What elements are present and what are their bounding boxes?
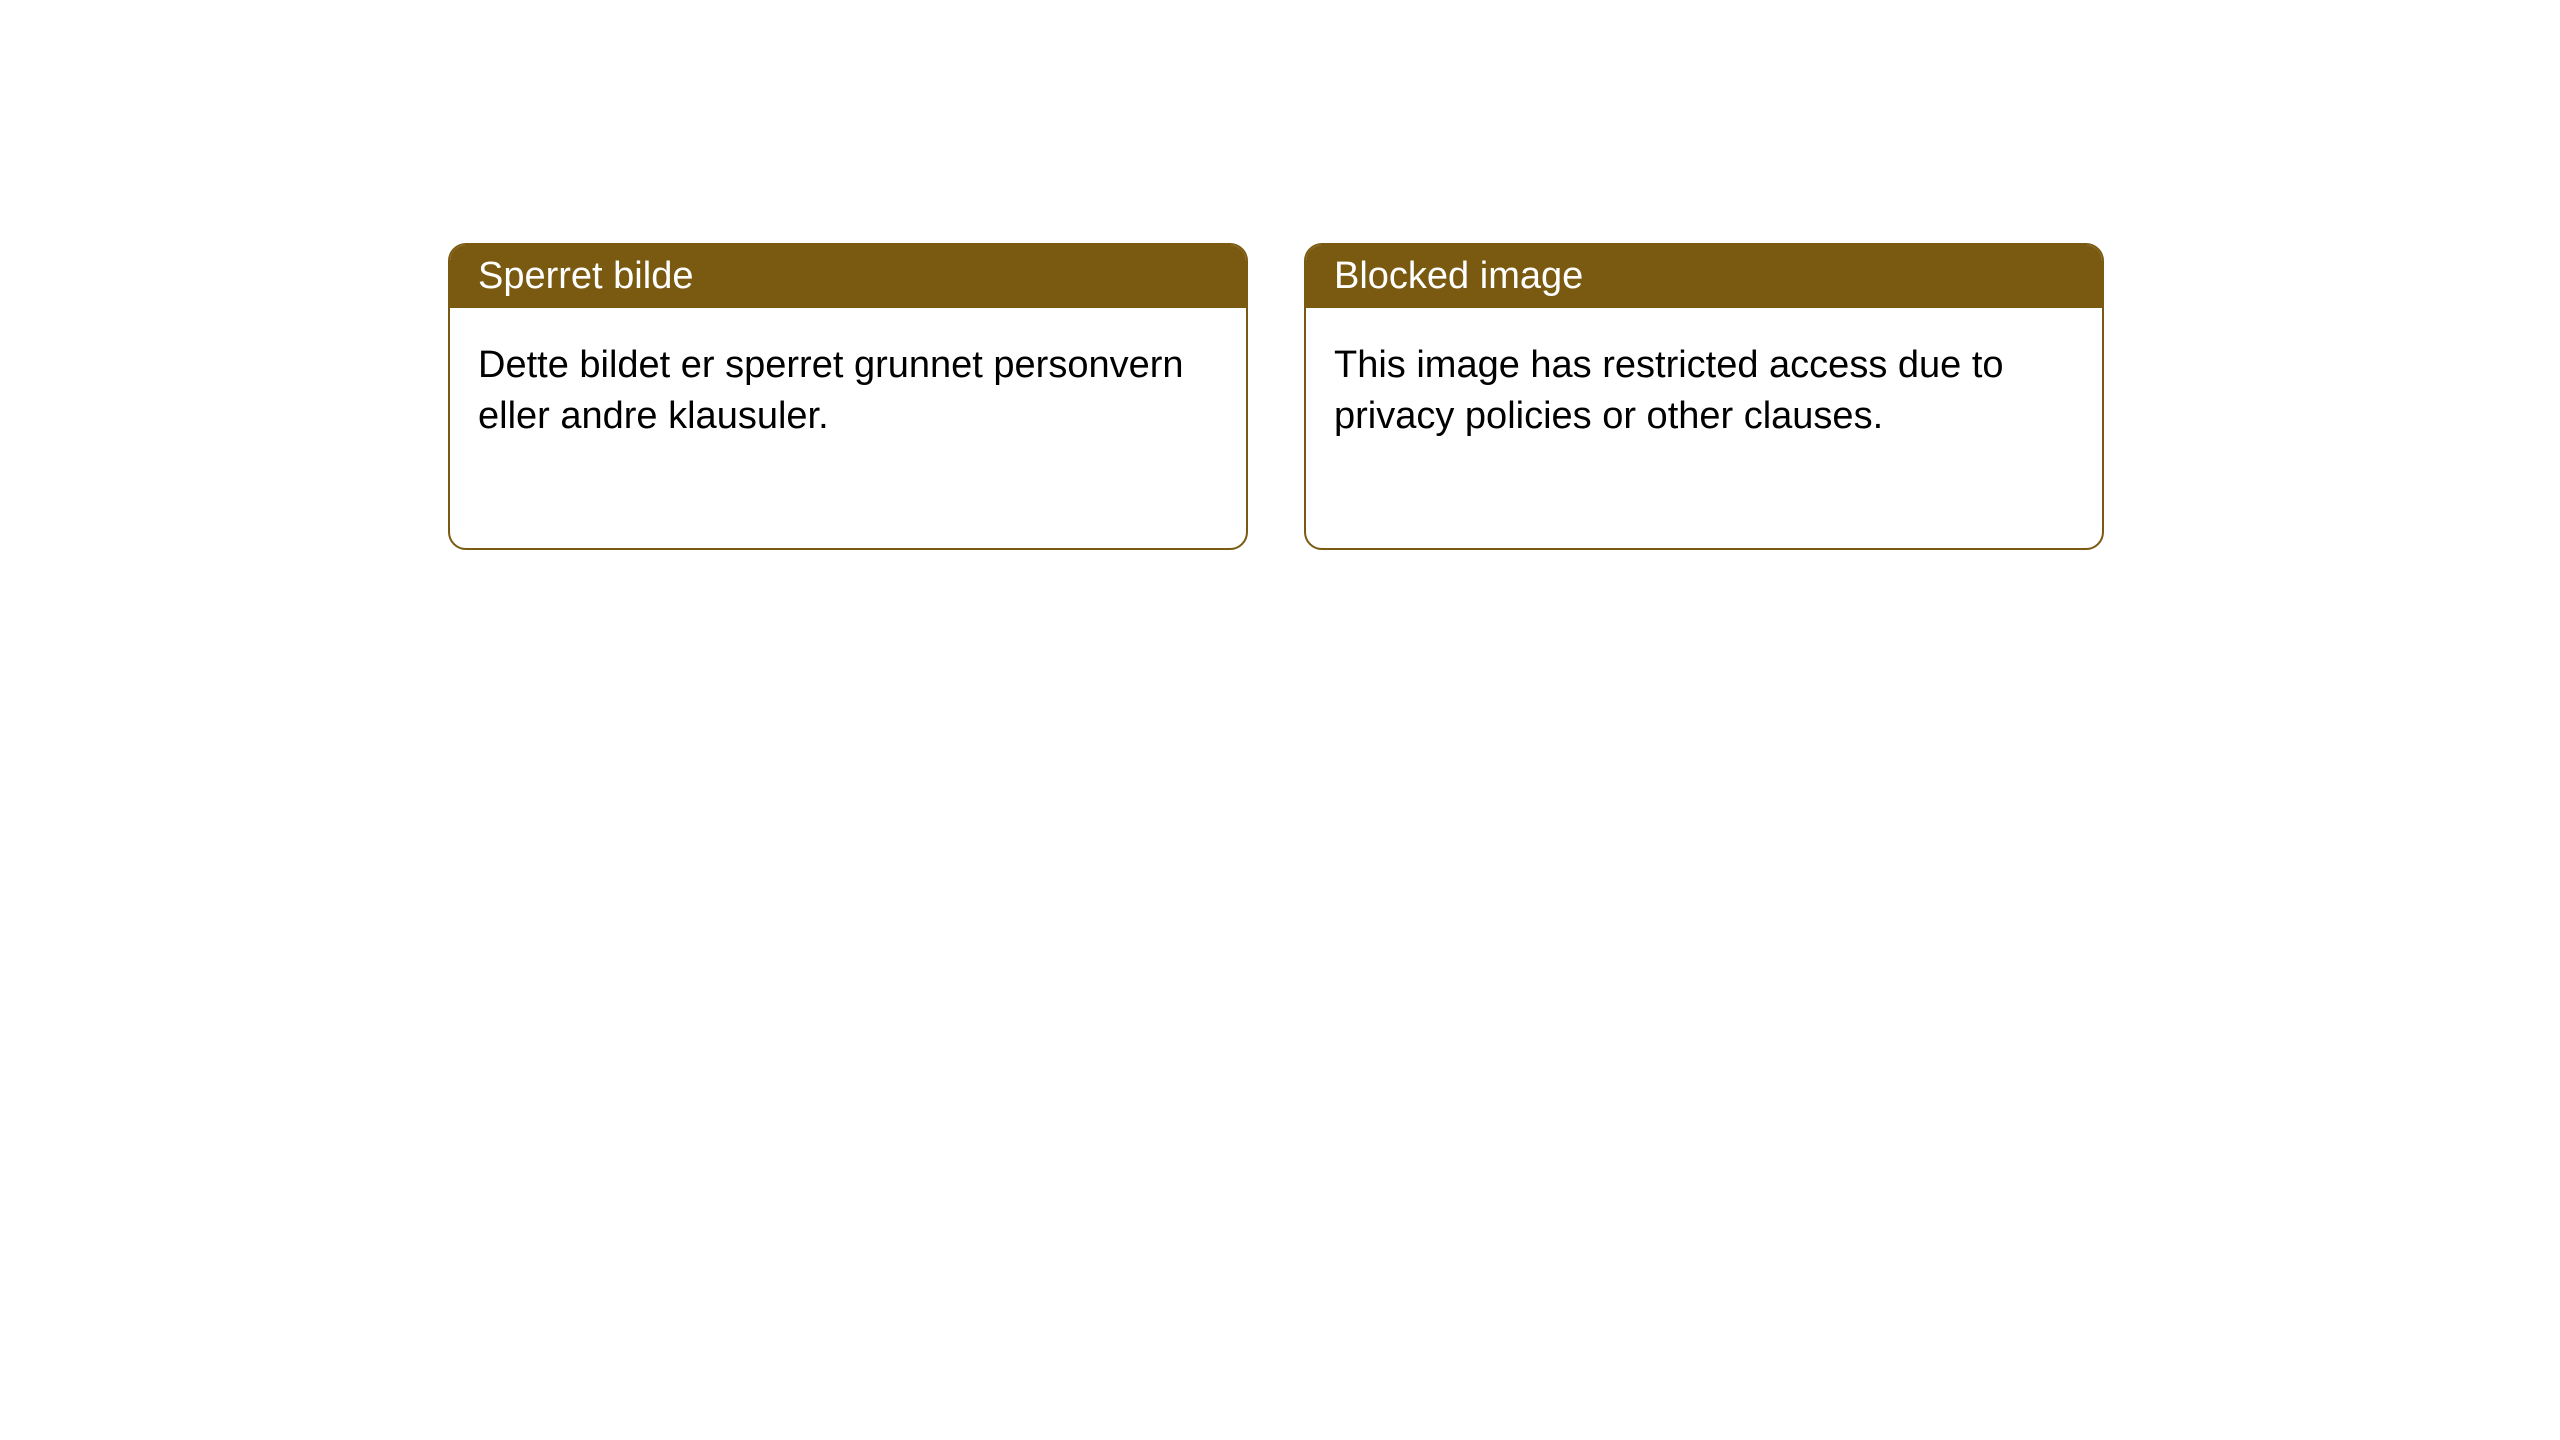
card-title: Sperret bilde [478, 255, 693, 297]
card-body: Dette bildet er sperret grunnet personve… [450, 308, 1246, 548]
card-body: This image has restricted access due to … [1306, 308, 2102, 548]
card-header: Blocked image [1306, 245, 2102, 308]
card-message: This image has restricted access due to … [1334, 344, 2004, 437]
blocked-image-card-no: Sperret bilde Dette bildet er sperret gr… [448, 243, 1248, 550]
card-message: Dette bildet er sperret grunnet personve… [478, 344, 1184, 437]
card-title: Blocked image [1334, 255, 1583, 297]
blocked-image-card-en: Blocked image This image has restricted … [1304, 243, 2104, 550]
notice-container: Sperret bilde Dette bildet er sperret gr… [448, 243, 2104, 550]
card-header: Sperret bilde [450, 245, 1246, 308]
